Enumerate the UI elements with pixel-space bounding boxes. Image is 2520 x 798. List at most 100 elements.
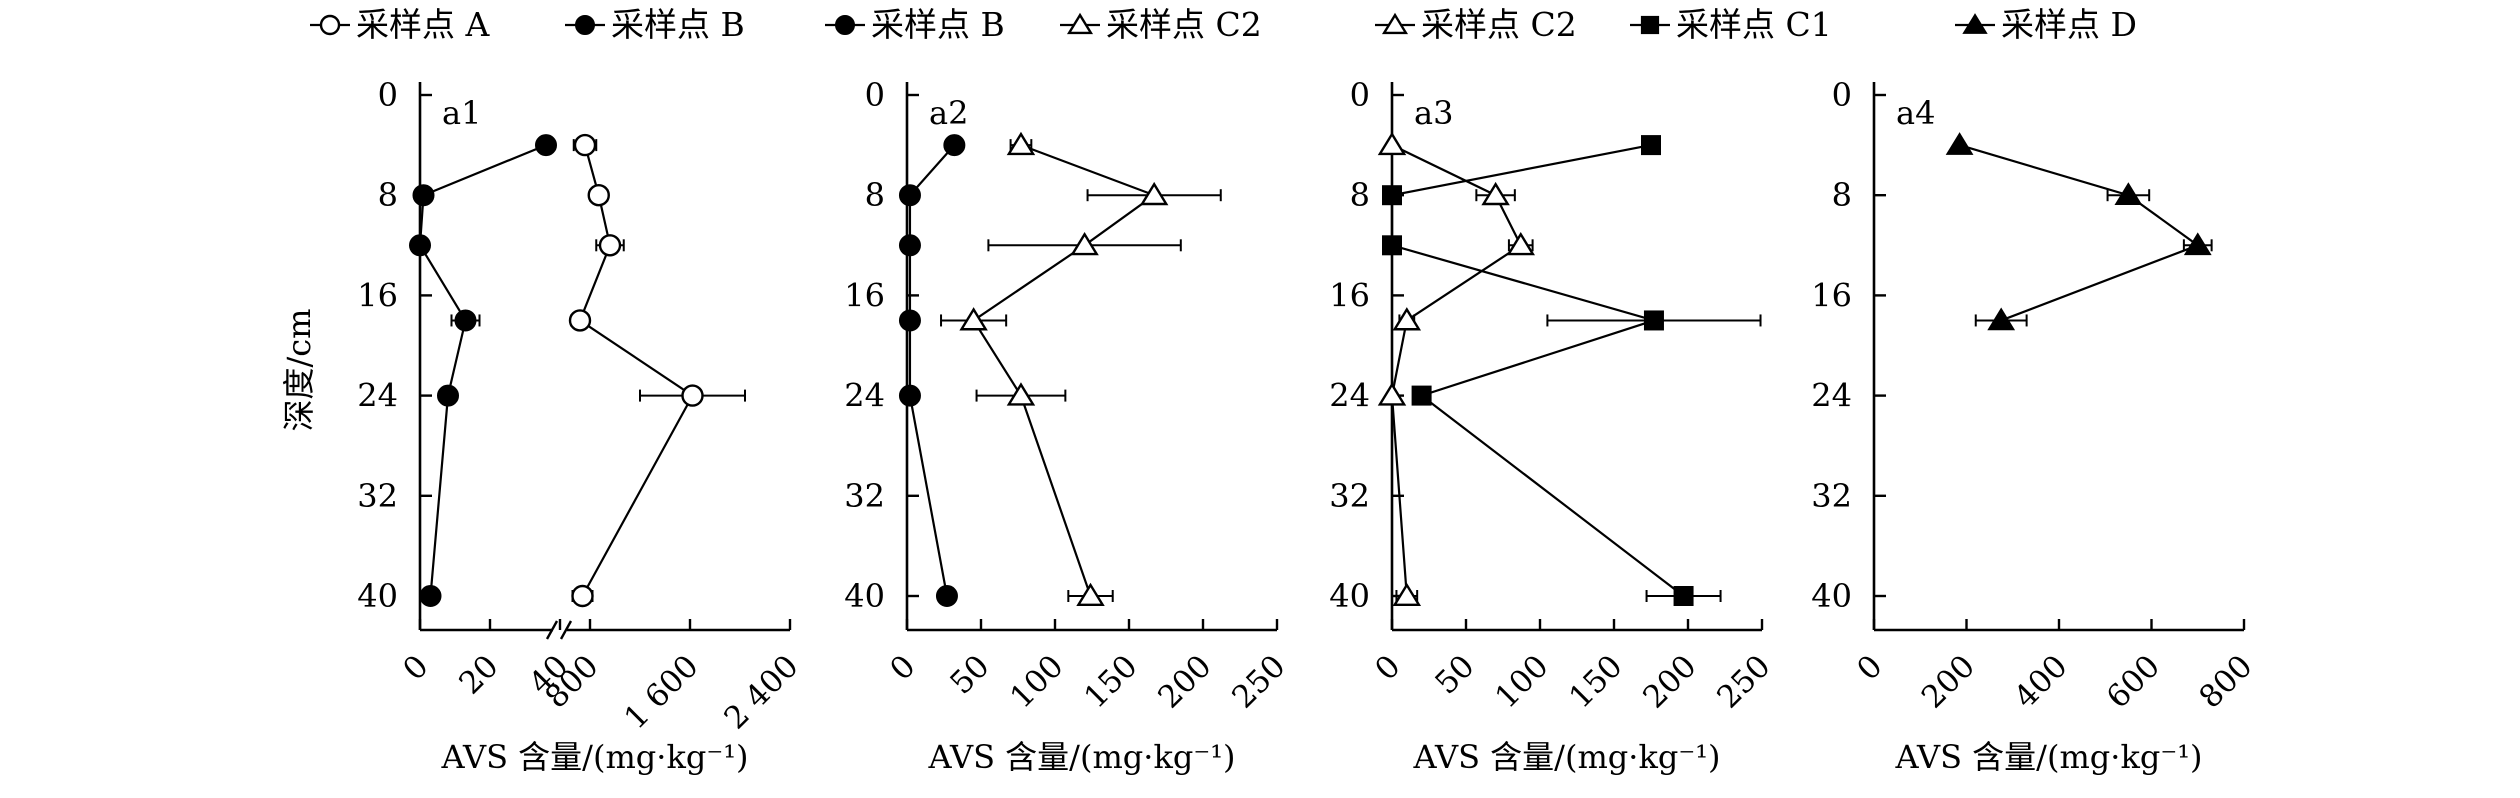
y-tick-label: 16 [357,276,398,314]
data-point [1481,181,1510,206]
data-point [587,183,610,207]
y-tick-label: 8 [1832,176,1852,214]
data-point [898,309,921,332]
legend-label: 采样点 B [871,5,1005,44]
series-filled-triangle [1945,132,2213,331]
y-tick-label: 8 [865,176,885,214]
data-point [2183,232,2212,256]
panel-label: a3 [1414,94,1453,132]
x-tick-label: 250 [1710,648,1777,715]
x-tick-label: 50 [943,648,996,701]
data-point [573,133,597,157]
y-tick-label: 32 [1811,477,1852,515]
data-point [898,184,921,207]
legend-marker-open-triangle [1066,12,1094,35]
y-tick-label: 24 [1329,377,1370,415]
data-point [1382,185,1402,206]
series-line [1390,144,1523,597]
data-point [568,309,592,332]
data-point [1506,231,1535,256]
data-point [898,234,921,257]
y-tick-label: 32 [1329,477,1370,515]
legend: 采样点 A 采样点 B 采样点 B 采样点 C2 采样点 C2 采样点 C1 采样点 D [310,5,2137,44]
x-tick-label: 600 [2100,648,2167,715]
data-point [935,585,958,607]
legend-item: 采样点 B [825,5,1005,44]
data-point [1673,586,1694,606]
y-axis-label: 深度/cm [280,308,318,431]
data-point [1392,307,1422,331]
series-line [578,144,694,597]
data-point [681,384,704,407]
series-line [1959,144,2201,322]
legend-label: 采样点 C1 [1676,5,1832,44]
x-tick-label: 1 600 [617,648,705,736]
legend-item: 采样点 A [310,5,490,44]
data-point [1139,181,1169,206]
y-tick-label: 32 [357,477,398,515]
series-filled-circle [409,134,557,607]
x-tick-label: 250 [1225,648,1292,715]
panel-label: a4 [1896,94,1935,132]
data-point [1006,382,1036,406]
x-tick-label: 0 [1368,648,1407,687]
data-point [598,234,622,257]
legend-label: 采样点 A [356,5,490,44]
data-point [1377,382,1407,406]
data-point [943,134,966,157]
y-tick-label: 16 [844,276,885,314]
legend-marker-open-circle [319,14,341,36]
legend-label: 采样点 C2 [1106,5,1262,44]
x-tick-label: 50 [1428,648,1481,701]
legend-item: 采样点 D [1955,5,2137,44]
x-axis-label: AVS 含量/(mg·kg⁻¹) [440,738,748,776]
y-tick-label: 0 [1350,76,1370,114]
x-tick-label: 150 [1562,648,1629,715]
series-filled-square [1382,135,1762,606]
data-point [1382,235,1402,256]
y-tick-label: 24 [844,377,885,415]
x-tick-label: 200 [1636,648,1703,715]
series-open-triangle [940,131,1222,606]
legend-label: 采样点 C2 [1421,5,1577,44]
data-point [959,307,988,331]
data-point [1006,131,1036,156]
y-tick-label: 40 [844,577,885,615]
y-tick-label: 40 [1329,577,1370,615]
y-tick-label: 0 [1832,76,1852,114]
x-tick-label: 100 [1003,648,1070,715]
series-filled-circle [898,134,966,607]
data-point [1643,310,1664,331]
series-line [418,144,547,597]
series-open-triangle [1377,131,1535,606]
data-point [535,134,557,157]
x-tick-label: 200 [1151,648,1218,715]
x-tick-label: 20 [452,648,505,701]
data-point [409,234,431,257]
x-tick-label: 800 [2192,648,2259,715]
data-point [1641,135,1661,156]
data-point [454,309,477,332]
x-tick-label: 100 [1488,648,1555,715]
data-point [571,584,594,608]
y-tick-label: 16 [1329,276,1370,314]
legend-marker-open-triangle [1381,12,1409,35]
x-axis-label: AVS 含量/(mg·kg⁻¹) [927,738,1235,776]
y-tick-label: 8 [1350,176,1370,214]
y-tick-label: 0 [865,76,885,114]
legend-marker-filled-square [1640,15,1660,35]
data-point [2114,182,2143,205]
y-tick-label: 24 [357,377,398,415]
x-tick-label: 0 [1850,648,1889,687]
legend-item: 采样点 C2 [1060,5,1262,44]
axis-break-mark [559,620,573,640]
series-line [1390,144,1685,597]
series-open-circle [568,133,746,608]
x-tick-label: 200 [1915,648,1982,715]
y-tick-label: 0 [378,76,398,114]
legend-marker-filled-circle [835,15,855,35]
series-line [972,144,1157,597]
